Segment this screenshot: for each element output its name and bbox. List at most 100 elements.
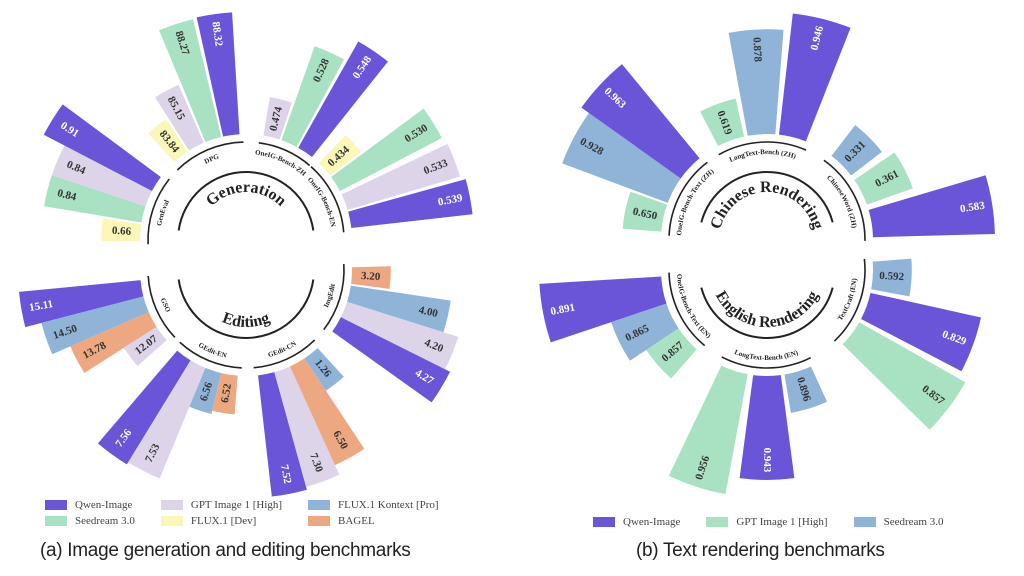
bar <box>622 191 668 232</box>
bar-value-label: 3.20 <box>361 270 381 283</box>
bar <box>41 296 149 355</box>
bar <box>868 175 995 238</box>
caption-left: (a) Image generation and editing benchma… <box>40 540 411 561</box>
legend-item: Qwen-Image <box>593 516 680 528</box>
bar <box>728 29 784 136</box>
group-arc <box>718 141 807 156</box>
chart-title-text: Editing <box>220 309 272 331</box>
group-arc <box>258 142 311 167</box>
bar <box>739 375 795 480</box>
legend-item: Seedream 3.0 <box>45 515 135 527</box>
bar <box>861 292 982 372</box>
bar <box>668 365 748 495</box>
legend-label: FLUX.1 Kontext [Pro] <box>338 499 439 511</box>
group-arc <box>310 166 345 233</box>
legend-item: FLUX.1 Kontext [Pro] <box>308 499 439 511</box>
group-label-text: ImgEdit <box>322 282 337 308</box>
bar <box>298 41 388 158</box>
title-arc <box>177 171 315 231</box>
bar <box>97 350 191 465</box>
group-label-text: LongText-Bench (EN) <box>733 348 799 362</box>
bar <box>341 143 461 210</box>
legend-label: Qwen-Image <box>623 516 681 528</box>
legend-label: Seedream 3.0 <box>75 515 135 527</box>
bar-value-label: 0.891 <box>550 301 577 318</box>
bar <box>778 13 851 142</box>
legend-item: Seedream 3.0 <box>853 516 944 528</box>
bar <box>51 145 152 207</box>
bar <box>123 326 167 366</box>
group-label: DPG <box>203 152 220 165</box>
bar <box>351 266 391 289</box>
bar <box>70 312 157 373</box>
bar <box>155 84 204 151</box>
legend-label: Seedream 3.0 <box>883 516 944 528</box>
group-arc <box>176 141 244 171</box>
group-label: ChineseWord (ZH) <box>825 174 858 230</box>
legend-swatch <box>45 500 67 510</box>
group-label: OneIG-Bench-Text (EN) <box>675 274 713 341</box>
bar-value-label: 0.878 <box>750 37 763 63</box>
bar-value-label: 0.84 <box>56 187 78 203</box>
group-arc <box>668 161 708 236</box>
group-label-path <box>708 154 818 177</box>
group-arc <box>833 258 866 342</box>
chart-title: Editing <box>220 309 272 331</box>
group-arc <box>147 275 176 339</box>
bar <box>257 372 307 497</box>
group-label: ImgEdit <box>322 282 337 308</box>
group-label: GenEval <box>155 199 171 227</box>
group-label: TextCraft (EN) <box>836 277 859 322</box>
bar <box>148 119 188 162</box>
legend-swatch <box>706 517 729 527</box>
legend-label: Qwen-Image <box>75 499 133 511</box>
legend-label: FLUX.1 [Dev] <box>190 515 257 527</box>
bar-value-label: 6.52 <box>219 382 234 403</box>
group-label-text: LongText-Bench (ZH) <box>728 148 797 164</box>
bar <box>842 322 966 430</box>
bar-value-label: 0.539 <box>437 192 464 209</box>
bar <box>212 373 238 415</box>
legend-item: GPT Image 1 [High] <box>160 499 282 511</box>
group-arc <box>823 159 866 241</box>
bar-value-label: 6.56 <box>198 380 216 402</box>
bar-value-label: 0.592 <box>879 270 905 283</box>
bar <box>784 366 828 413</box>
bar <box>331 108 442 192</box>
bar <box>304 348 344 391</box>
group-label: LongText-Bench (EN) <box>733 348 799 362</box>
bar <box>281 46 345 147</box>
bar <box>854 152 913 205</box>
bar-value-label: 15.11 <box>28 298 54 314</box>
group-label-path <box>156 244 206 350</box>
legend-item: BAGEL <box>308 515 439 527</box>
legend-label: BAGEL <box>338 515 375 527</box>
caption-right: (b) Text rendering benchmarks <box>636 540 885 561</box>
chart-title-text: English Rendering <box>712 288 822 331</box>
group-label: LongText-Bench (ZH) <box>728 148 797 164</box>
legend-swatch <box>308 500 331 510</box>
bar <box>646 328 697 379</box>
bar <box>263 97 292 140</box>
bar <box>128 360 206 479</box>
title-arc <box>700 171 834 223</box>
group-arc <box>721 356 812 369</box>
bar <box>19 280 144 328</box>
bar <box>539 276 667 343</box>
legend-item: FLUX.1 [Dev] <box>160 515 282 527</box>
bar <box>581 64 700 179</box>
bar <box>196 12 240 137</box>
group-arc <box>253 339 316 369</box>
title-arc <box>700 287 834 339</box>
group-label: GSO <box>159 297 172 314</box>
bar <box>318 134 361 176</box>
bar <box>189 367 222 414</box>
bar <box>348 179 473 229</box>
group-arc <box>147 178 170 245</box>
bar <box>43 104 161 192</box>
bar-value-label: 0.650 <box>632 206 659 223</box>
bar-value-label: 0.943 <box>761 448 773 473</box>
group-label-text: TextCraft (EN) <box>836 277 859 322</box>
group-label-text: DPG <box>203 152 220 165</box>
